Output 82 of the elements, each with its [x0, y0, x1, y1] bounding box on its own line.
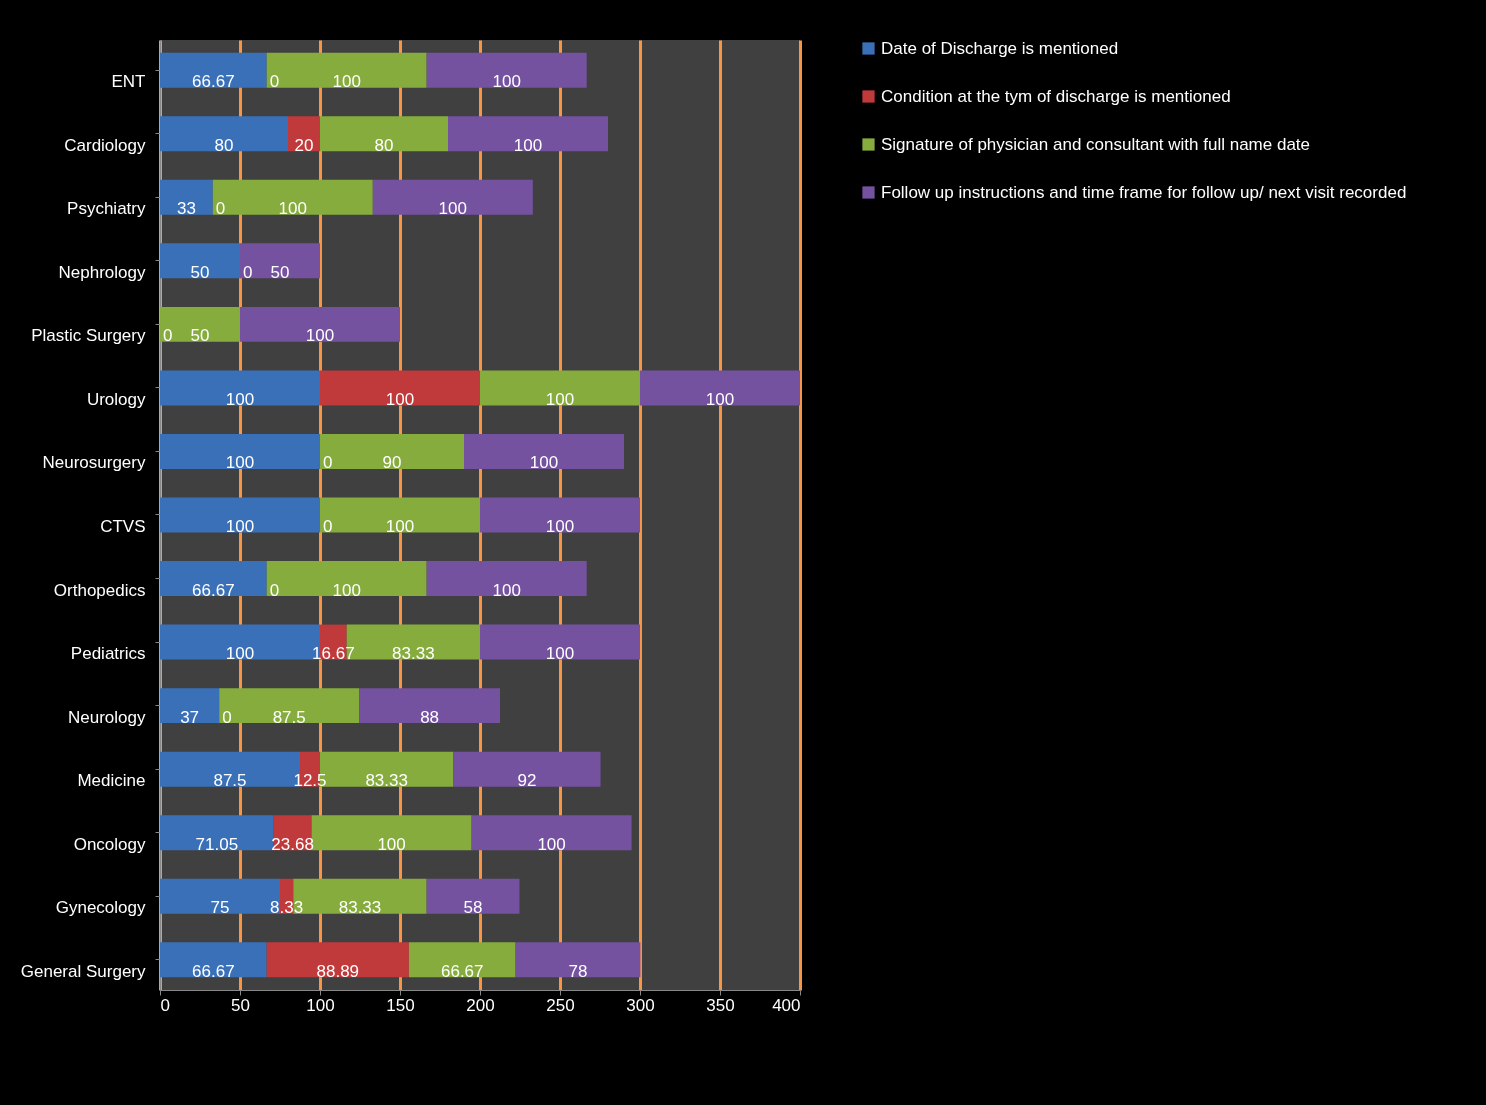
data-label: 92 [517, 771, 537, 791]
data-label: 83.33 [365, 771, 408, 791]
x-tick-label: 200 [466, 995, 495, 1015]
data-label: 100 [225, 453, 255, 473]
data-label: 37 [180, 707, 200, 727]
data-label: 100 [225, 644, 255, 664]
data-label: 100 [278, 199, 307, 219]
legend-label: Condition at the tym of discharge is mentioned [881, 86, 1231, 106]
annotation: 0 [323, 453, 333, 473]
data-label: 100 [529, 453, 559, 473]
annotation: 0 [222, 707, 232, 727]
x-tick-label: 350 [706, 995, 735, 1015]
data-label: 100 [545, 389, 575, 409]
data-label: 71.05 [195, 834, 239, 854]
annotation: 0 [163, 326, 173, 346]
data-label: 83.33 [338, 898, 382, 918]
y-tick-label: Neurology [68, 707, 146, 727]
data-label: 87.5 [213, 771, 247, 791]
data-label: 33 [176, 199, 196, 219]
y-tick-label: Oncology [73, 834, 146, 854]
data-label: 100 [225, 517, 255, 536]
data-label: 66.67 [192, 961, 235, 981]
data-label: 80 [374, 135, 394, 155]
y-tick-label: CTVS [100, 517, 146, 536]
data-label: 80 [214, 135, 234, 155]
data-label: 100 [225, 389, 255, 409]
y-tick-label: Urology [86, 389, 146, 409]
data-label: 50 [190, 326, 210, 346]
data-label: 100 [492, 580, 521, 600]
y-tick-label: Cardiology [64, 135, 146, 155]
data-label: 87.5 [272, 707, 306, 727]
data-label: 100 [513, 135, 543, 155]
data-label: 100 [332, 72, 361, 92]
y-tick-label: Neurosurgery [42, 453, 146, 473]
x-tick-label: 150 [386, 995, 415, 1015]
annotation: 0 [269, 72, 280, 92]
legend-label: Follow up instructions and time frame for follow up/ next visit recorded [881, 182, 1407, 202]
annotation: 0 [323, 517, 333, 536]
data-label: 100 [545, 644, 575, 664]
y-tick-label: ENT [111, 72, 146, 92]
data-label: 100 [438, 199, 467, 219]
x-tick-label: 50 [231, 995, 250, 1015]
data-label: 100 [545, 517, 575, 536]
y-tick-label: Nephrology [58, 262, 146, 282]
x-tick-label: 400 [772, 995, 801, 1015]
annotation: 0 [269, 580, 280, 600]
data-label: 100 [305, 326, 335, 346]
x-tick-label: 250 [546, 995, 575, 1015]
data-label: 75 [210, 898, 230, 918]
data-label: 100 [492, 72, 521, 92]
y-tick-label: Pediatrics [70, 644, 146, 664]
data-label: 66.67 [440, 961, 484, 981]
data-label: 100 [332, 580, 361, 600]
data-label: 78 [568, 961, 588, 981]
x-tick-label: 0 [160, 995, 170, 1015]
data-label: 88 [420, 707, 440, 727]
x-tick-label: 100 [306, 995, 335, 1015]
data-label: 20 [294, 135, 314, 155]
data-label: 66.67 [192, 72, 235, 92]
annotation: 0 [243, 262, 253, 282]
y-tick-label: Orthopedics [53, 580, 146, 600]
data-label: 50 [190, 262, 210, 282]
legend-label: Date of Discharge is mentioned [881, 38, 1119, 58]
y-tick-label: Plastic Surgery [31, 326, 146, 346]
data-label: 100 [385, 517, 415, 536]
data-label: 90 [382, 453, 402, 473]
data-label: 100 [377, 834, 406, 854]
y-tick-label: Gynecology [55, 898, 146, 918]
y-tick-label: Medicine [77, 771, 146, 791]
y-tick-label: General Surgery [20, 961, 146, 981]
legend-label: Signature of physician and consultant with full name date [881, 134, 1311, 154]
annotation: 0 [215, 199, 226, 219]
data-label: 83.33 [392, 644, 435, 664]
data-label: 50 [270, 262, 290, 282]
data-label: 58 [463, 898, 483, 918]
data-label: 88.89 [316, 961, 360, 981]
data-label: 100 [705, 389, 735, 409]
data-label: 100 [537, 834, 566, 854]
data-label: 100 [385, 389, 415, 409]
x-tick-label: 300 [626, 995, 655, 1015]
data-label: 66.67 [192, 580, 235, 600]
y-tick-label: Psychiatry [67, 199, 146, 219]
